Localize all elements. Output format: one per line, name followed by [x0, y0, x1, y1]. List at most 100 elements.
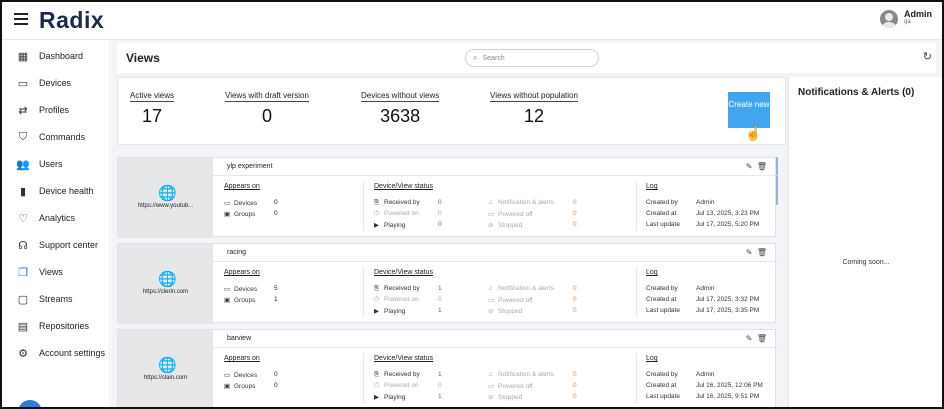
- created-at-value: Jul 16, 2025, 12:06 PM: [696, 382, 763, 389]
- powered-on-row: ⏻ Powered on: [374, 210, 419, 218]
- playing-row: ▶ Playing: [374, 221, 405, 229]
- powered-on-count: 0: [438, 296, 442, 303]
- refresh-icon[interactable]: ↻: [922, 51, 932, 63]
- sidebar-item-account-settings[interactable]: ⚙ Account settings: [2, 343, 110, 363]
- stopped-count: 0: [573, 221, 577, 228]
- sidebar-item-dashboard[interactable]: ▦ Dashboard: [2, 46, 110, 66]
- powered-on-row: ⏻ Powered on: [374, 296, 419, 304]
- view-url: https://www.youtub...: [137, 203, 194, 209]
- edit-icon[interactable]: ✎: [745, 162, 753, 171]
- views-icon: ❐: [18, 266, 28, 279]
- row-label: Notification & alerts: [498, 371, 554, 378]
- search-icon: ⌕: [473, 53, 478, 62]
- notif-alerts-row: ♫ Notification & alerts: [488, 285, 554, 292]
- powered-on-count: 0: [438, 210, 442, 217]
- view-thumbnail[interactable]: 🌐 https://clerin.com: [118, 244, 213, 324]
- received-by-row: ⎘ Received by: [374, 199, 420, 207]
- profiles-icon: ⇄: [18, 104, 28, 117]
- scrollbar[interactable]: [775, 157, 778, 205]
- received-by-row: ⎘ Received by: [374, 285, 420, 293]
- view-name: barview: [227, 335, 252, 342]
- row-label: Powered off: [498, 297, 533, 304]
- dashboard-icon: ▦: [17, 50, 29, 63]
- stop-icon: ⊘: [488, 222, 494, 229]
- groups-row: ▣ Groups: [224, 382, 255, 390]
- sidebar-item-label: Profiles: [39, 105, 70, 115]
- playing-count: 1: [438, 307, 442, 314]
- sidebar-item-profiles[interactable]: ⇄ Profiles: [2, 100, 110, 120]
- powered-on-count: 0: [438, 382, 442, 389]
- stopped-row: ⊘ Stopped: [488, 307, 522, 315]
- view-thumbnail[interactable]: 🌐 https://clain.com: [118, 330, 213, 407]
- screen-off-icon: ▭: [488, 211, 495, 218]
- row-label: Devices: [234, 286, 258, 293]
- edit-icon[interactable]: ✎: [745, 248, 753, 257]
- sidebar-item-label: Support center: [39, 240, 99, 250]
- row-label: Powered on: [384, 210, 419, 217]
- trash-icon[interactable]: 🗑: [756, 334, 767, 343]
- sidebar-item-devices[interactable]: ▭ Devices: [2, 73, 110, 93]
- stat-label: Devices without views: [361, 91, 440, 102]
- row-label: Stopped: [498, 394, 523, 401]
- screen-off-icon: ▭: [488, 383, 495, 390]
- card-header: racing ✎ 🗑: [213, 244, 777, 262]
- powered-off-row: ▭ Powered off: [488, 296, 533, 304]
- devices-count: 5: [274, 285, 278, 292]
- devices-count: 0: [274, 371, 278, 378]
- repositories-icon: ▤: [17, 320, 29, 333]
- sidebar-item-support-center[interactable]: ☊ Support center: [2, 235, 110, 255]
- sidebar-item-commands[interactable]: ⛉ Commands: [2, 127, 110, 147]
- divider: [363, 181, 364, 231]
- divider: [363, 267, 364, 317]
- trash-icon[interactable]: 🗑: [756, 248, 767, 257]
- menu-icon[interactable]: [14, 13, 28, 25]
- user-menu[interactable]: Admin qa: [880, 9, 932, 33]
- notif-alerts-count: 0: [573, 285, 577, 292]
- stopped-row: ⊘ Stopped: [488, 221, 522, 229]
- view-thumbnail[interactable]: 🌐 https://www.youtub...: [118, 158, 213, 238]
- stat-value: 17: [141, 106, 163, 126]
- sidebar-item-repositories[interactable]: ▤ Repositories: [2, 316, 110, 336]
- sidebar-item-analytics[interactable]: ♡ Analytics: [2, 208, 110, 228]
- received-icon: ⎘: [374, 371, 380, 378]
- sidebar-item-label: Analytics: [39, 213, 76, 223]
- pointer-cursor-icon: ☝: [745, 126, 762, 141]
- created-by-value: Admin: [696, 371, 715, 378]
- row-label: Powered on: [384, 382, 419, 389]
- trash-icon[interactable]: 🗑: [756, 162, 767, 171]
- card-actions: ✎ 🗑: [746, 248, 767, 257]
- view-card[interactable]: 🌐 https://www.youtub... ylp experiment ✎…: [117, 157, 777, 238]
- group-icon: ▣: [224, 211, 231, 218]
- last-update-label: Last update: [646, 307, 680, 314]
- view-card[interactable]: 🌐 https://clerin.com racing ✎ 🗑 Appears …: [117, 243, 777, 324]
- view-card[interactable]: 🌐 https://clain.com barview ✎ 🗑 Appears …: [117, 329, 777, 407]
- pulse-icon: ♡: [18, 212, 28, 225]
- sidebar-item-label: Account settings: [39, 348, 106, 358]
- app-logo: Radix: [39, 7, 105, 33]
- row-label: Notification & alerts: [498, 285, 554, 292]
- bell-icon: ♫: [488, 285, 493, 292]
- power-icon: ⏻: [374, 296, 380, 303]
- log-title: Log: [646, 355, 658, 362]
- monitor-icon: ▭: [224, 286, 231, 293]
- avatar[interactable]: [880, 10, 898, 28]
- row-label: Groups: [234, 383, 256, 390]
- created-at-label: Created at: [646, 382, 677, 389]
- sidebar-item-label: Repositories: [39, 321, 90, 331]
- row-label: Notification & alerts: [498, 199, 554, 206]
- sidebar-item-users[interactable]: 👥 Users: [2, 154, 110, 174]
- help-button[interactable]: [18, 400, 42, 407]
- row-label: Stopped: [498, 222, 523, 229]
- create-new-button[interactable]: Create new: [728, 92, 770, 128]
- notif-alerts-count: 0: [573, 199, 577, 206]
- edit-icon[interactable]: ✎: [745, 334, 753, 343]
- sidebar-item-streams[interactable]: ▢ Streams: [2, 289, 110, 309]
- row-label: Received by: [384, 285, 420, 292]
- user-role: qa: [904, 19, 911, 25]
- appears-on-title: Appears on: [224, 355, 260, 362]
- search-input[interactable]: ⌕ Search: [465, 49, 599, 67]
- view-name: racing: [227, 249, 247, 256]
- sidebar-item-label: Dashboard: [39, 51, 84, 61]
- sidebar-item-device-health[interactable]: ▮ Device health: [2, 181, 110, 201]
- sidebar-item-views[interactable]: ❐ Views: [2, 262, 110, 282]
